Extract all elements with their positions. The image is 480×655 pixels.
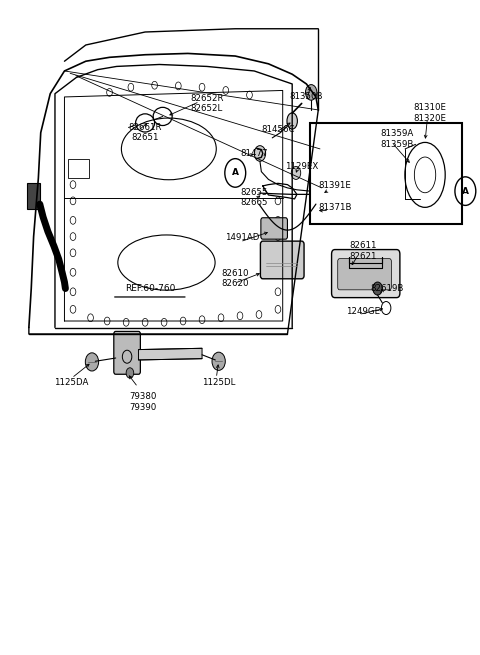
Text: 82655
82665: 82655 82665 — [240, 188, 268, 208]
Text: 1249GE: 1249GE — [346, 307, 381, 316]
Text: 82611
82621: 82611 82621 — [349, 241, 377, 261]
Polygon shape — [138, 348, 202, 360]
Text: 81350B: 81350B — [289, 92, 323, 102]
FancyBboxPatch shape — [261, 217, 288, 239]
FancyBboxPatch shape — [338, 259, 391, 290]
Circle shape — [373, 282, 383, 295]
Text: 82661R
82651: 82661R 82651 — [128, 123, 162, 142]
Circle shape — [254, 145, 265, 161]
FancyBboxPatch shape — [114, 331, 140, 374]
Text: A: A — [232, 168, 239, 178]
Text: 81310E
81320E: 81310E 81320E — [413, 103, 446, 123]
Bar — [68, 159, 89, 178]
Text: 1491AD: 1491AD — [225, 233, 260, 242]
Text: 82619B: 82619B — [371, 284, 404, 293]
Text: 82652R
82652L: 82652R 82652L — [190, 94, 224, 113]
Text: 81391E: 81391E — [318, 181, 351, 191]
Circle shape — [212, 352, 225, 370]
FancyBboxPatch shape — [332, 250, 400, 297]
Text: 81456C: 81456C — [261, 125, 295, 134]
Circle shape — [85, 353, 98, 371]
Text: 81371B: 81371B — [318, 203, 352, 212]
Text: 82610
82620: 82610 82620 — [221, 269, 249, 288]
Text: 1129EX: 1129EX — [285, 162, 318, 171]
Bar — [310, 123, 462, 223]
Bar — [26, 183, 40, 210]
Text: 81359A
81359B: 81359A 81359B — [380, 130, 413, 149]
FancyBboxPatch shape — [261, 241, 304, 279]
Circle shape — [291, 166, 301, 179]
Text: 81477: 81477 — [240, 149, 268, 158]
Text: 1125DA: 1125DA — [54, 378, 89, 387]
Text: 79380
79390: 79380 79390 — [129, 392, 156, 412]
Text: A: A — [462, 187, 469, 196]
Ellipse shape — [287, 113, 298, 129]
Circle shape — [305, 84, 317, 100]
Circle shape — [126, 367, 134, 378]
Text: 1125DL: 1125DL — [202, 378, 235, 387]
Text: REF.60-760: REF.60-760 — [125, 284, 175, 293]
